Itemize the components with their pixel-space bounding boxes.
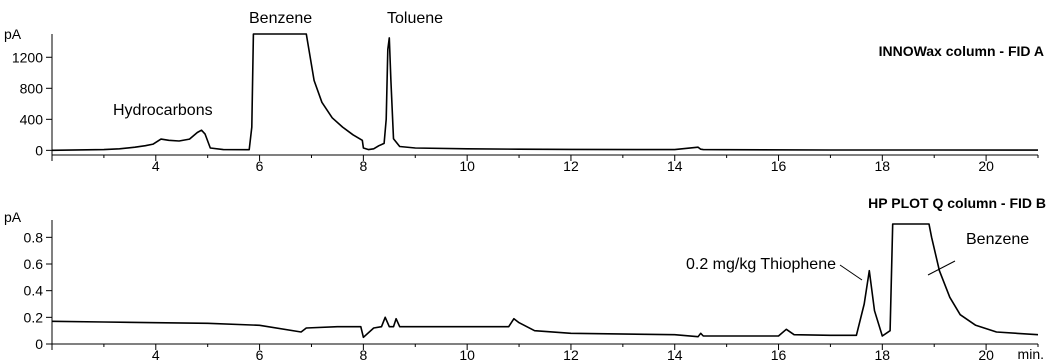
y-tick-label: 800 <box>20 80 44 96</box>
x-tick-label: 16 <box>771 158 787 174</box>
panel-fid-b: HP PLOT Q column - FID B pA min. 0 0.2 0.4… <box>4 195 1046 363</box>
panel-b-title: HP PLOT Q column - FID B <box>868 195 1046 211</box>
y-tick-label: 400 <box>20 111 44 127</box>
x-tick-label: 20 <box>978 158 994 174</box>
panel-b-ylabel: pA <box>4 209 22 225</box>
x-tick-label: 4 <box>152 158 160 174</box>
x-tick-label: 6 <box>256 347 264 363</box>
panel-a-axes <box>51 34 1038 156</box>
x-tick-label: 18 <box>875 158 891 174</box>
annotation-thiophene: 0.2 mg/kg Thiophene <box>686 256 836 273</box>
panel-a-title: INNOWax column - FID A <box>879 43 1044 59</box>
annotation-benzene-a: Benzene <box>249 10 312 27</box>
panel-a-y-ticks: 0 400 800 1200 <box>12 49 52 158</box>
y-tick-label: 0.8 <box>24 229 44 245</box>
x-tick-label: 16 <box>771 347 787 363</box>
annotation-benzene-b-leader <box>927 260 956 276</box>
x-tick-label: 6 <box>256 158 264 174</box>
x-tick-label: 10 <box>459 158 475 174</box>
x-tick-label: 12 <box>563 158 579 174</box>
panel-fid-a: INNOWax column - FID A pA 0 400 800 1200 4 6… <box>4 10 1044 174</box>
y-tick-label: 1200 <box>12 49 43 65</box>
x-tick-label: 12 <box>563 347 579 363</box>
annotation-toluene: Toluene <box>387 10 443 27</box>
y-tick-label: 0 <box>35 336 43 352</box>
x-tick-label: 4 <box>152 347 160 363</box>
panel-b-series-line <box>51 223 1039 339</box>
x-tick-label: 8 <box>359 158 367 174</box>
panel-b-xlabel: min. <box>1018 346 1044 362</box>
annotation-benzene-b: Benzene <box>966 231 1029 248</box>
x-tick-label: 20 <box>978 347 994 363</box>
x-tick-label: 14 <box>667 347 683 363</box>
x-tick-label: 14 <box>667 158 683 174</box>
y-tick-label: 0.2 <box>24 309 44 325</box>
panel-a-ylabel: pA <box>4 26 22 42</box>
y-tick-label: 0 <box>35 142 43 158</box>
x-tick-label: 10 <box>459 347 475 363</box>
panel-a-series-line <box>51 33 1039 152</box>
panel-b-axes <box>51 220 1038 345</box>
panel-b-y-ticks: 0 0.2 0.4 0.6 0.8 <box>24 229 52 352</box>
y-tick-label: 0.4 <box>24 283 44 299</box>
panel-b-x-ticks: 4 6 8 10 12 14 16 18 20 <box>51 344 1039 363</box>
panel-a-x-ticks: 4 6 8 10 12 14 16 18 20 <box>51 155 1039 174</box>
annotation-hydrocarbons: Hydrocarbons <box>113 102 213 119</box>
y-tick-label: 0.6 <box>24 256 44 272</box>
x-tick-label: 18 <box>875 347 891 363</box>
annotation-thiophene-leader <box>839 264 863 281</box>
x-tick-label: 8 <box>359 347 367 363</box>
